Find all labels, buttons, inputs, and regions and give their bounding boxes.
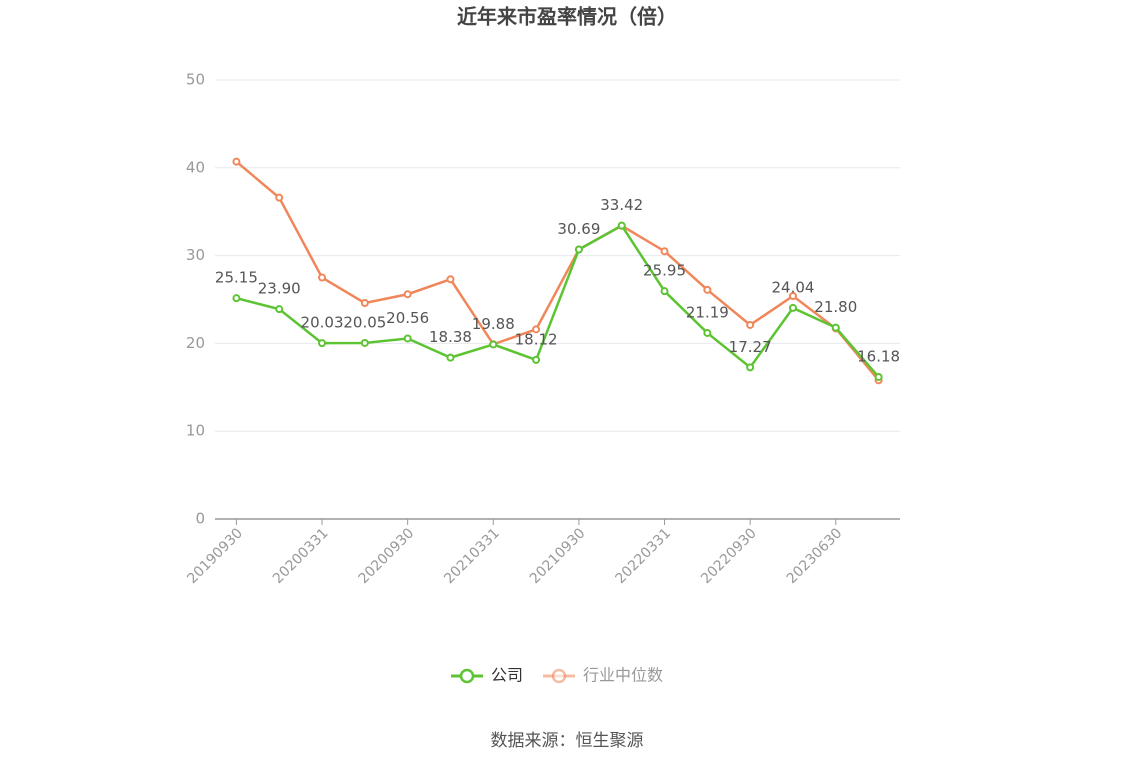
point — [403, 290, 412, 299]
point — [746, 320, 755, 329]
data-label: 18.38 — [429, 328, 472, 346]
data-label: 30.69 — [557, 220, 600, 238]
data-label: 25.15 — [215, 269, 258, 287]
data-label: 33.42 — [600, 196, 643, 214]
y-tick-label: 30 — [186, 246, 205, 264]
point — [403, 334, 412, 343]
point — [746, 363, 755, 372]
legend-item: 行业中位数 — [543, 666, 663, 685]
point — [574, 245, 583, 254]
series-line — [235, 160, 880, 382]
data-label: 25.95 — [643, 262, 686, 280]
x-tick-label: 20230630 — [784, 525, 846, 587]
data-label: 20.03 — [301, 314, 344, 332]
point — [275, 193, 284, 202]
x-tick-label: 20200930 — [356, 525, 418, 587]
data-label: 21.80 — [814, 298, 857, 316]
legend-marker — [459, 668, 475, 684]
point — [275, 305, 284, 314]
y-tick-label: 20 — [186, 334, 205, 352]
point — [660, 287, 669, 296]
x-tick-label: 20210331 — [441, 525, 503, 587]
point — [788, 303, 797, 312]
legend-label: 公司 — [491, 666, 523, 685]
point — [660, 247, 669, 256]
data-label: 18.12 — [515, 330, 558, 348]
point — [232, 157, 241, 166]
point — [532, 355, 541, 364]
point — [318, 339, 327, 348]
data-label: 21.19 — [686, 303, 729, 321]
point — [360, 299, 369, 308]
x-tick-label: 20200331 — [270, 525, 332, 587]
point — [703, 285, 712, 294]
y-tick-label: 50 — [186, 71, 205, 89]
data-label: 20.05 — [343, 313, 386, 331]
y-tick-label: 10 — [186, 422, 205, 440]
data-label: 16.18 — [857, 347, 900, 365]
series-line — [236, 223, 880, 378]
point — [874, 372, 883, 381]
point — [703, 328, 712, 337]
x-tick-label: 20190930 — [184, 525, 246, 587]
data-label: 20.56 — [386, 309, 429, 327]
point — [318, 273, 327, 282]
data-label: 17.27 — [729, 338, 772, 356]
point — [232, 294, 241, 303]
legend-item: 公司 — [451, 666, 523, 685]
y-tick-label: 40 — [186, 158, 205, 176]
legend-marker — [551, 668, 567, 684]
point — [446, 353, 455, 362]
point — [360, 338, 369, 347]
point — [446, 275, 455, 284]
data-label: 24.04 — [771, 278, 814, 296]
data-label: 19.88 — [472, 315, 515, 333]
legend-label: 行业中位数 — [583, 666, 663, 685]
y-tick-label: 0 — [195, 510, 205, 528]
x-tick-label: 20210930 — [527, 525, 589, 587]
data-label: 23.90 — [258, 280, 301, 298]
x-tick-label: 20220331 — [612, 525, 674, 587]
point — [788, 291, 797, 300]
x-tick-label: 20220930 — [698, 525, 760, 587]
point — [532, 325, 541, 334]
point — [831, 323, 840, 332]
point — [489, 340, 498, 349]
point — [617, 221, 626, 230]
chart-title: 近年来市盈率情况（倍） — [457, 5, 677, 29]
source: 数据来源：恒生聚源 — [491, 731, 644, 751]
